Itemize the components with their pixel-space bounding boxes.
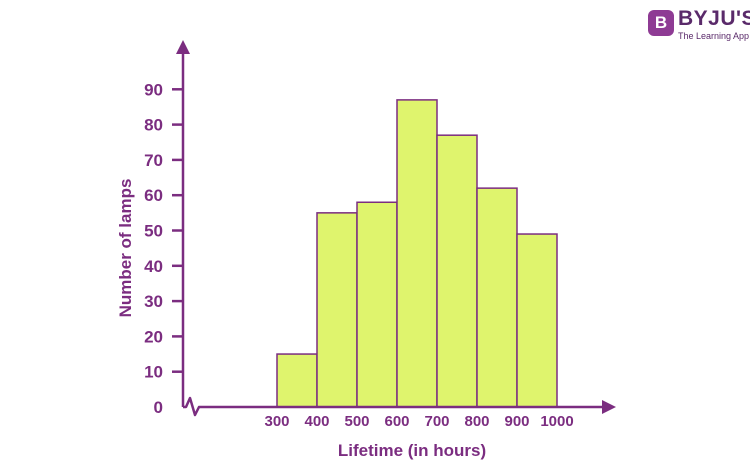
logo-tagline: The Learning App — [678, 31, 750, 41]
bar-800-900 — [476, 187, 518, 408]
bar-400-500 — [316, 212, 358, 408]
x-tick-label-1000: 1000 — [540, 413, 573, 430]
bar-900-1000 — [516, 233, 558, 408]
y-axis-arrow-icon — [176, 40, 190, 54]
y-tick-label-0: 0 — [154, 398, 163, 417]
y-tick-label-50: 50 — [144, 222, 163, 241]
y-tick-label-90: 90 — [144, 80, 163, 99]
bars-group — [276, 99, 558, 408]
x-tick-label-500: 500 — [344, 413, 369, 430]
y-tick-label-10: 10 — [144, 363, 163, 382]
x-axis-line — [183, 396, 604, 417]
y-tick-label-40: 40 — [144, 257, 163, 276]
y-tick-label-60: 60 — [144, 186, 163, 205]
x-ticks-group: 300 400 500 600 700 800 900 1000 — [264, 413, 573, 430]
bar-500-600 — [356, 201, 398, 408]
logo-name: BYJU'S — [678, 7, 750, 30]
y-tick-label-70: 70 — [144, 151, 163, 170]
x-tick-label-600: 600 — [384, 413, 409, 430]
x-tick-label-800: 800 — [464, 413, 489, 430]
y-tick-label-30: 30 — [144, 292, 163, 311]
x-tick-label-400: 400 — [304, 413, 329, 430]
bar-700-800 — [436, 134, 478, 408]
y-tick-label-80: 80 — [144, 116, 163, 135]
x-axis-title: Lifetime (in hours) — [338, 441, 486, 460]
y-axis-title: Number of lamps — [116, 179, 135, 318]
x-tick-label-300: 300 — [264, 413, 289, 430]
byjus-logo: B BYJU'S The Learning App — [648, 7, 750, 43]
y-tick-label-20: 20 — [144, 327, 163, 346]
y-ticks-group: 0 10 20 30 40 50 60 70 80 90 — [144, 80, 183, 417]
logo-mark-icon: B — [648, 10, 674, 36]
x-tick-label-900: 900 — [504, 413, 529, 430]
bar-600-700 — [396, 99, 438, 408]
bar-300-400 — [276, 353, 318, 408]
x-tick-label-700: 700 — [424, 413, 449, 430]
x-axis-arrow-icon — [602, 400, 616, 414]
